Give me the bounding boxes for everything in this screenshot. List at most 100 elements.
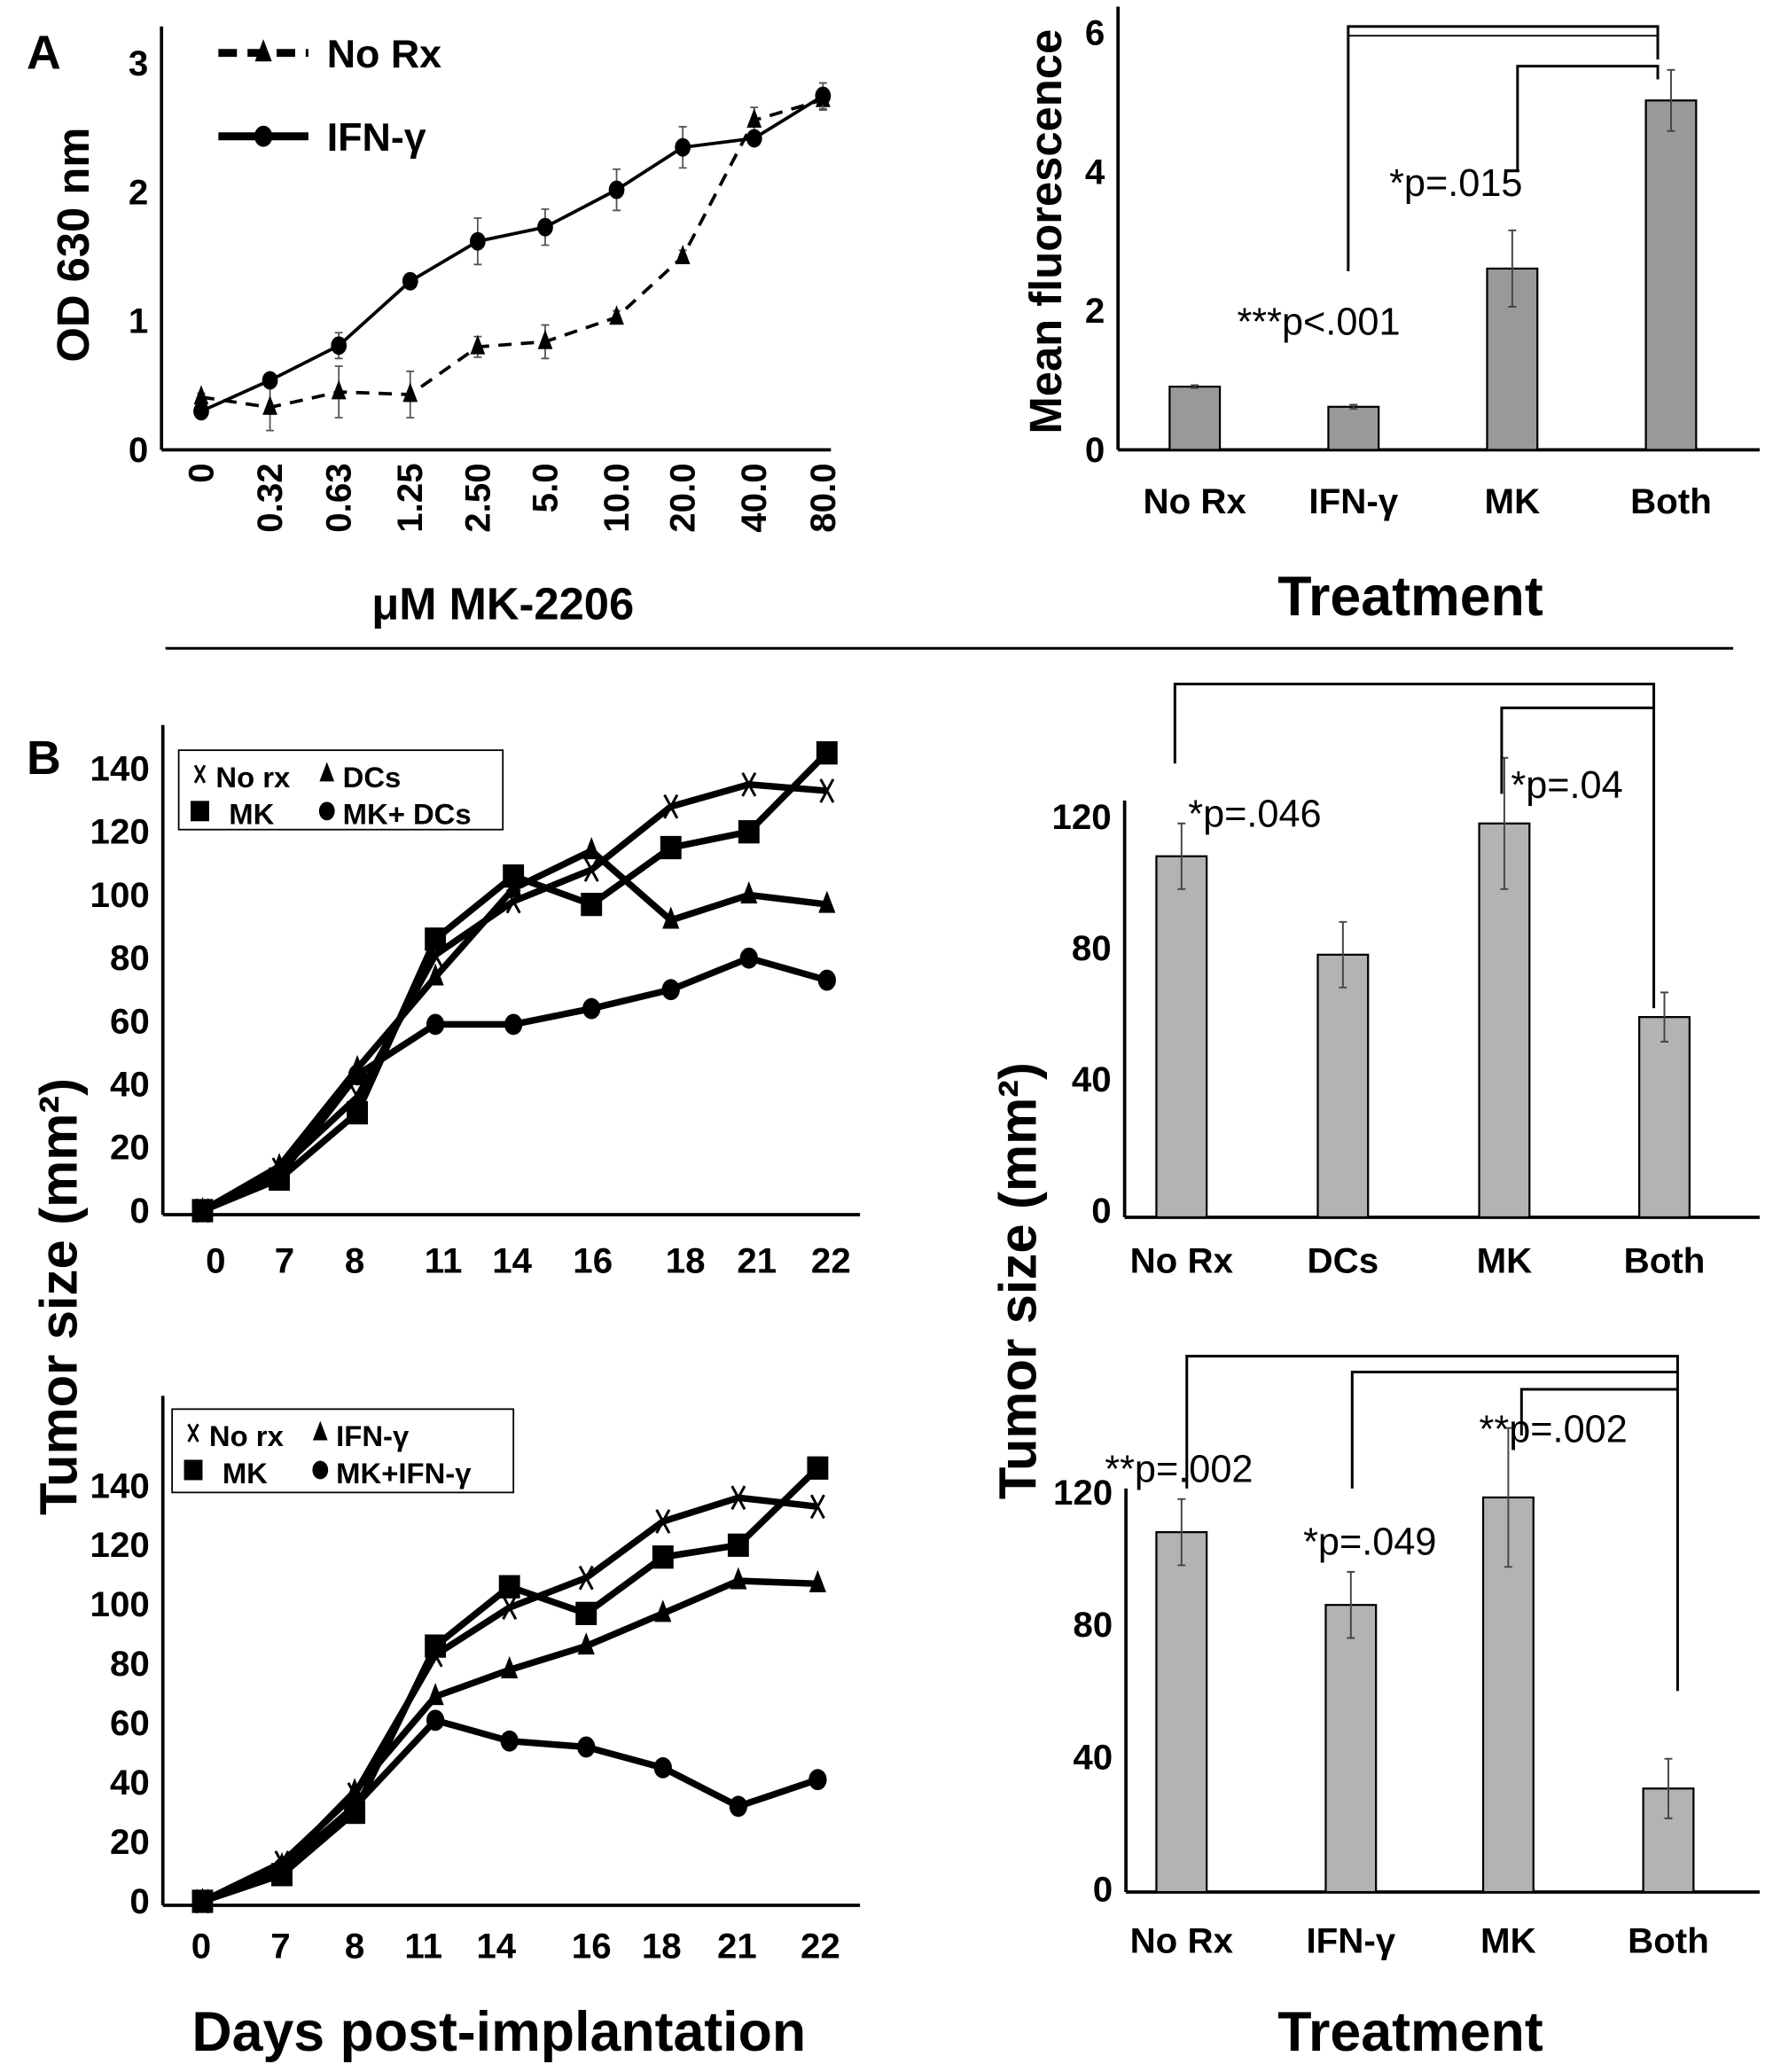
- data-point-circle: [402, 271, 418, 291]
- data-point-circle: [193, 1200, 212, 1222]
- data-point-circle: [675, 137, 691, 157]
- error-bar: [1664, 1757, 1673, 1819]
- y-tick-label: 20: [110, 1822, 150, 1862]
- x-tick-label: 20.0: [663, 463, 703, 532]
- data-point-square: [503, 864, 525, 888]
- data-point-circle: [193, 402, 209, 421]
- data-point-triangle: [262, 395, 277, 415]
- legend-marker-triangle: [254, 39, 272, 62]
- x-tick-label: 10.0: [597, 463, 637, 532]
- legend-label: No rx: [215, 761, 291, 794]
- y-tick-label: 40: [1073, 1737, 1113, 1777]
- data-point-triangle: [193, 385, 209, 405]
- data-point-circle: [739, 947, 758, 969]
- data-point-square: [727, 1533, 749, 1557]
- data-point-triangle: [730, 1567, 747, 1590]
- x-tick-label: No Rx: [1130, 1921, 1234, 1961]
- x-tick-label: Both: [1630, 481, 1712, 521]
- data-point-triangle: [746, 108, 762, 129]
- x-tick-label: 22: [811, 1241, 851, 1281]
- y-tick-label: 80: [110, 1644, 150, 1684]
- data-point-x: [583, 857, 599, 882]
- x-tick-label: Both: [1628, 1921, 1709, 1961]
- error-bar: [1191, 384, 1199, 389]
- data-point-x: [655, 1509, 671, 1534]
- data-point-x: [809, 1494, 825, 1520]
- x-tick-label: No Rx: [1130, 1241, 1234, 1281]
- significance-label: *p=.04: [1511, 764, 1622, 807]
- series-line: [200, 94, 824, 413]
- x-tick-label: 21: [737, 1241, 777, 1281]
- data-point-circle: [500, 1730, 519, 1752]
- legend-box: [177, 749, 504, 831]
- data-point-circle: [608, 180, 625, 199]
- y-tick-label: 4: [1085, 152, 1105, 192]
- data-point-circle: [808, 1769, 827, 1791]
- x-axis-label: Days post-implantation: [191, 2001, 806, 2063]
- y-tick-label: 60: [110, 1703, 150, 1743]
- data-point-triangle: [426, 1683, 444, 1706]
- legend-label: DCs: [343, 761, 402, 794]
- y-axis-label-tumor-size-right: Tumor size (mm²): [988, 1062, 1048, 1499]
- y-tick-label: 0: [129, 1881, 149, 1921]
- x-tick-label: 1.25: [390, 463, 430, 532]
- x-tick-label: 2.50: [457, 463, 497, 532]
- y-tick-label: 40: [110, 1763, 150, 1802]
- y-tick-label: 6: [1085, 13, 1105, 53]
- y-tick-label: 100: [90, 875, 150, 915]
- y-tick-label: 1: [129, 301, 148, 341]
- x-tick-label: 14: [492, 1241, 532, 1281]
- significance-label: *p=.049: [1303, 1521, 1436, 1563]
- x-tick-label: 18: [666, 1241, 706, 1281]
- data-point-triangle: [426, 963, 444, 986]
- series-mk-ifn-: [193, 1709, 827, 1912]
- x-tick-label: 0: [181, 463, 221, 482]
- x-tick-label: 18: [642, 1927, 682, 1966]
- y-axis-label: OD 630 nm: [48, 128, 98, 363]
- legend-label: MK+ DCs: [343, 798, 472, 831]
- data-point-circle: [504, 1013, 523, 1036]
- x-tick-label: MK: [1480, 1921, 1536, 1961]
- x-tick-label: 14: [476, 1927, 516, 1966]
- panel-label-b: B: [27, 731, 61, 785]
- data-point-x: [663, 794, 679, 819]
- y-tick-label: 0: [129, 1191, 149, 1231]
- bar: [1168, 385, 1222, 451]
- x-tick-label: 7: [275, 1241, 294, 1281]
- y-tick-label: 40: [110, 1064, 150, 1104]
- data-point-triangle: [331, 379, 347, 400]
- data-point-square: [425, 927, 447, 951]
- data-point-x: [741, 771, 757, 797]
- panel-label-a: A: [27, 27, 61, 80]
- y-tick-label: 120: [90, 1525, 150, 1565]
- data-point-circle: [661, 979, 680, 1001]
- data-point-circle: [582, 997, 601, 1020]
- series-ifn-: [193, 1567, 826, 1911]
- data-point-square: [652, 1545, 674, 1569]
- x-tick-label: 0: [191, 1927, 211, 1966]
- x-tick-label: 8: [345, 1241, 364, 1281]
- x-tick-label: 7: [270, 1927, 290, 1966]
- series-line: [200, 98, 824, 410]
- y-tick-label: 120: [1053, 1473, 1113, 1513]
- data-point-triangle: [609, 305, 624, 325]
- data-point-circle: [345, 1795, 364, 1818]
- data-point-triangle: [537, 329, 553, 349]
- x-tick-label: DCs: [1308, 1241, 1379, 1281]
- data-point-square: [660, 835, 682, 860]
- significance-bracket: [1500, 706, 1654, 794]
- data-point-circle: [537, 217, 553, 237]
- error-bar: [1667, 68, 1675, 132]
- data-point-triangle: [470, 334, 486, 355]
- data-point-circle: [729, 1795, 748, 1818]
- legend-label: MK: [223, 1457, 268, 1489]
- x-tick-label: 16: [572, 1927, 612, 1966]
- x-tick-label: 11: [404, 1927, 442, 1966]
- y-tick-label: 2: [129, 172, 148, 212]
- data-point-circle: [653, 1756, 672, 1779]
- chart-b-bar-ifn: 0 40 80 120 No Rx IFN-γ MK Both Treatment **p=.00…: [1053, 1355, 1760, 2063]
- x-tick-label: 0.32: [250, 463, 290, 532]
- y-tick-label: 140: [90, 748, 150, 788]
- legend-marker-triangle: [319, 762, 335, 782]
- x-tick-label: 5.0: [525, 463, 565, 512]
